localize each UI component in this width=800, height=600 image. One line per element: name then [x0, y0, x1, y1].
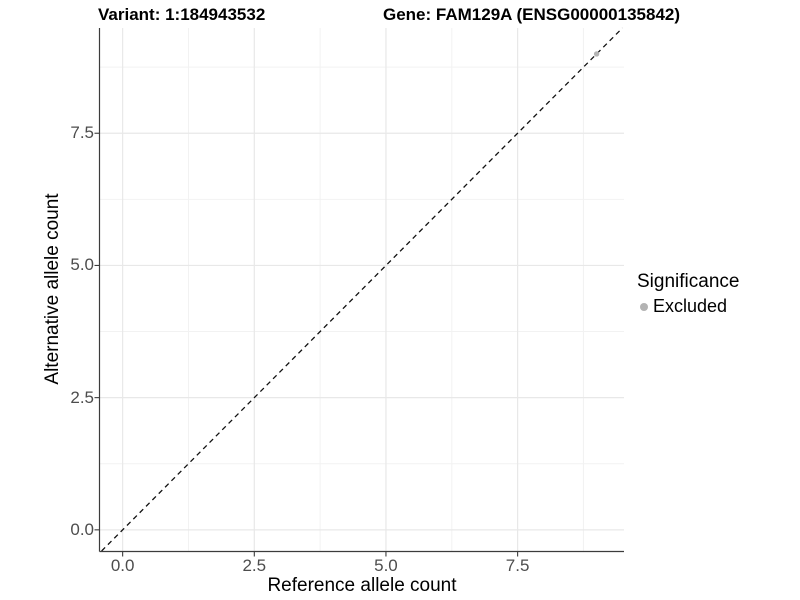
data-point-excluded	[593, 51, 600, 57]
y-tick-label: 5.0	[70, 255, 94, 275]
y-tick-label: 0.0	[70, 519, 94, 539]
variant-title: Variant: 1:184943532	[98, 5, 266, 24]
x-tick-label: 5.0	[374, 556, 398, 575]
legend-key-dot-icon	[640, 302, 648, 311]
x-axis-title: Reference allele count	[267, 575, 457, 596]
legend-title: Significance	[637, 271, 740, 292]
x-tick-label: 7.5	[505, 556, 530, 575]
legend: Significance Excluded	[637, 271, 739, 317]
x-tick-label: 0.0	[110, 556, 135, 575]
legend-item-label: Excluded	[653, 296, 728, 316]
identity-dashed-line	[101, 27, 623, 552]
y-tick-label: 7.5	[70, 123, 94, 143]
gene-title: Gene: FAM129A (ENSG00000135842)	[383, 5, 681, 24]
y-tick-label: 2.5	[70, 387, 94, 407]
legend-item-excluded: Excluded	[637, 296, 739, 317]
x-tick-label: 2.5	[242, 556, 267, 575]
